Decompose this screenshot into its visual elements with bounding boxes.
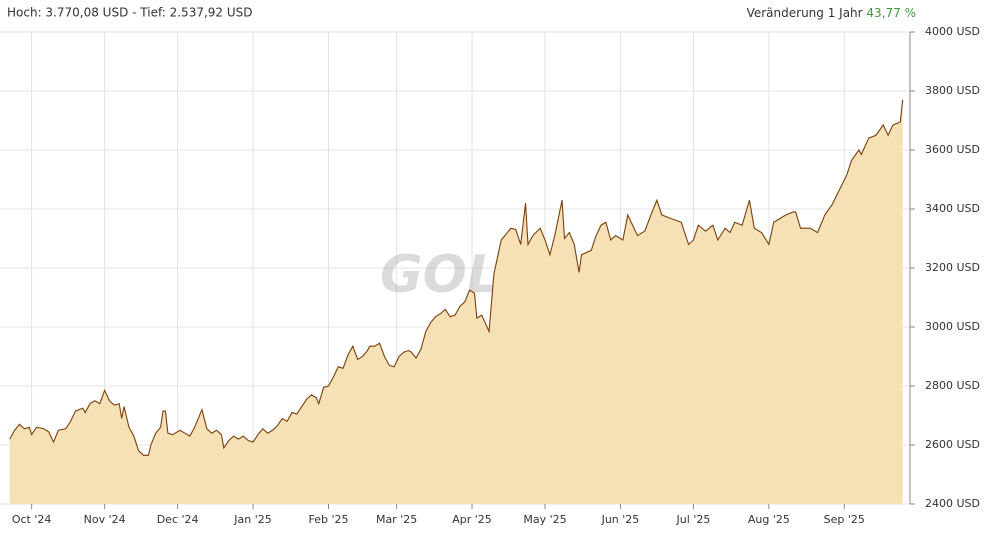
x-tick-label: Jul '25	[676, 513, 711, 526]
x-tick-label: Feb '25	[308, 513, 348, 526]
y-tick-label: 3200 USD	[925, 261, 980, 274]
x-tick-label: Apr '25	[452, 513, 492, 526]
range-text: Hoch: 3.770,08 USD - Tief: 2.537,92 USD	[7, 6, 253, 20]
change-value: 43,77 %	[866, 6, 916, 20]
x-tick-label: Mar '25	[376, 513, 417, 526]
y-tick-label: 3000 USD	[925, 320, 980, 333]
area	[9, 99, 903, 504]
change-label: Veränderung 1 Jahr	[747, 6, 863, 20]
y-tick-label: 2400 USD	[925, 497, 980, 510]
y-tick-label: 2800 USD	[925, 379, 980, 392]
x-tick-label: May '25	[523, 513, 566, 526]
y-tick-label: 2600 USD	[925, 438, 980, 451]
x-tick-label: Aug '25	[748, 513, 790, 526]
x-tick-label: Nov '24	[84, 513, 126, 526]
x-tick-label: Dec '24	[157, 513, 199, 526]
line	[9, 99, 904, 456]
x-tick-label: Sep '25	[824, 513, 865, 526]
x-tick-label: Jan '25	[233, 513, 271, 526]
x-tick-label: Oct '24	[12, 513, 52, 526]
y-tick-label: 3400 USD	[925, 202, 980, 215]
y-tick-label: 3600 USD	[925, 143, 980, 156]
y-tick-label: 3800 USD	[925, 84, 980, 97]
y-tick-label: 4000 USD	[925, 25, 980, 38]
change-text: Veränderung 1 Jahr 43,77 %	[747, 6, 916, 20]
x-tick-label: Jun '25	[601, 513, 640, 526]
